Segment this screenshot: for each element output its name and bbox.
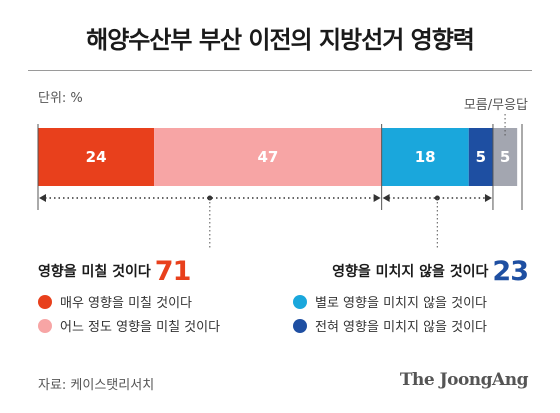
legend-item-not-at-all-influential: 전혀 영향을 미치지 않을 것이다	[293, 316, 487, 335]
group-brackets	[39, 114, 506, 250]
legend-label: 어느 정도 영향을 미칠 것이다	[60, 320, 221, 335]
bar-segment-no-answer	[492, 128, 518, 186]
legend-item-somewhat-influential: 어느 정도 영향을 미칠 것이다	[38, 316, 220, 335]
legend-label: 전혀 영향을 미치지 않을 것이다	[315, 320, 488, 335]
legend-dot	[38, 318, 52, 333]
legend-dot	[293, 318, 307, 333]
bracket-arrowhead	[484, 194, 492, 202]
legend-dot	[293, 294, 307, 309]
summary-no-influence-label: 영향을 미치지 않을 것이다	[332, 264, 489, 280]
bar-segments: 24 47 18 5 5	[38, 128, 518, 186]
no-answer-label: 모름/무응답	[463, 98, 528, 113]
summary-influence-value: 71	[154, 256, 192, 287]
legend-label: 매우 영향을 미칠 것이다	[60, 296, 192, 311]
bar-segment-somewhat	[154, 128, 382, 186]
bar-value-label-very: 24	[86, 148, 107, 166]
bar-value-label-somewhat: 47	[257, 148, 278, 166]
legend-label: 별로 영향을 미치지 않을 것이다	[315, 296, 488, 311]
summary-no-influence-value: 23	[492, 256, 529, 287]
bar-value-label-not-very: 18	[415, 148, 436, 166]
bar-value-label-no-answer: 5	[500, 148, 510, 166]
unit-label: 단위: %	[38, 91, 83, 106]
bar-segment-not-very	[381, 128, 469, 186]
summary-influence-label: 영향을 미칠 것이다	[38, 264, 151, 280]
bracket-arrowhead	[382, 194, 390, 202]
summary-no-influence: 영향을 미치지 않을 것이다 23	[332, 256, 529, 287]
bar-tick-lines	[37, 124, 523, 210]
bar-value-label-not-at-all: 5	[476, 148, 486, 166]
bracket-arrowhead	[39, 194, 46, 202]
legend-item-very-influential: 매우 영향을 미칠 것이다	[38, 292, 192, 311]
chart-title: 해양수산부 부산 이전의 지방선거 영향력	[86, 26, 475, 54]
bar-segment-not-at-all	[468, 128, 493, 186]
source-note: 자료: 케이스탯리서치	[38, 378, 155, 393]
brand-logo: The JoongAng	[399, 370, 529, 390]
bracket-arrowhead	[373, 194, 381, 202]
bar-segment-very	[38, 128, 155, 186]
title-divider	[28, 70, 532, 71]
stacked-bar-chart: 24 47 18 5 5	[37, 114, 523, 250]
legend-item-not-very-influential: 별로 영향을 미치지 않을 것이다	[293, 292, 487, 311]
legend-dot	[38, 294, 52, 309]
summary-influence: 영향을 미칠 것이다 71	[38, 256, 192, 287]
